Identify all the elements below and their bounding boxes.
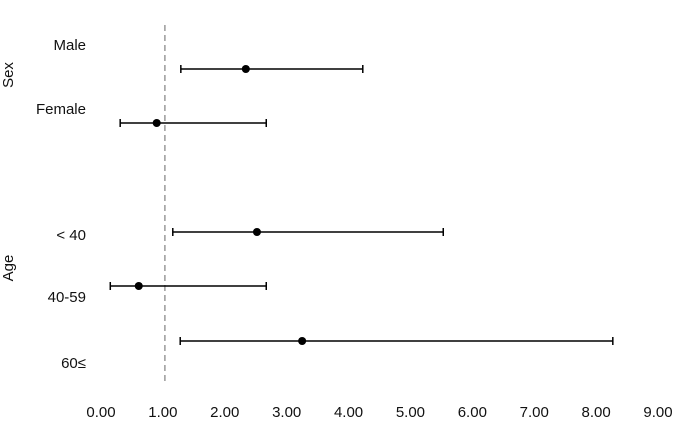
row-label: Female [36, 101, 86, 118]
x-tick-label: 2.00 [210, 404, 239, 421]
row-label: Male [53, 37, 86, 54]
x-tick-label: 8.00 [582, 404, 611, 421]
x-tick-label: 5.00 [396, 404, 425, 421]
row-label: 40-59 [48, 289, 86, 306]
point [252, 228, 261, 236]
x-tick-label: 4.00 [334, 404, 363, 421]
x-tick-label: 3.00 [272, 404, 301, 421]
point [298, 337, 307, 345]
point [152, 119, 161, 127]
row-label: < 40 [56, 227, 86, 244]
x-tick-label: 1.00 [148, 404, 177, 421]
point [134, 282, 143, 290]
x-tick-label: 9.00 [643, 404, 672, 421]
group-label: Age [0, 255, 17, 282]
row-label: 60≤ [61, 355, 86, 372]
x-tick-label: 7.00 [520, 404, 549, 421]
x-tick-label: 6.00 [458, 404, 487, 421]
x-tick-label: 0.00 [86, 404, 115, 421]
group-label: Sex [0, 62, 17, 88]
point [241, 65, 250, 73]
